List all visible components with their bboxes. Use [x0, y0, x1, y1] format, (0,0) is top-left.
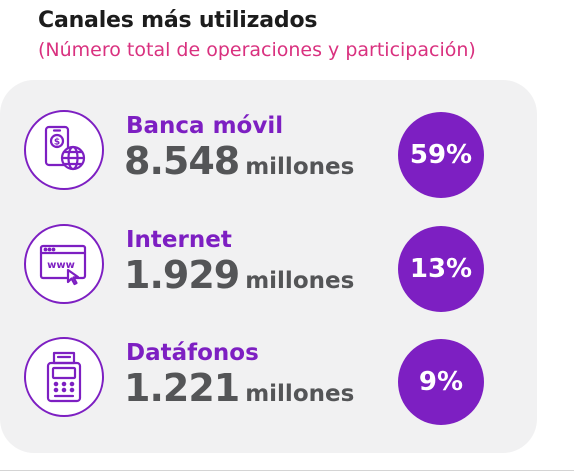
channel-value: 8.548 millones [124, 139, 354, 183]
operations-unit: millones [245, 268, 355, 294]
channels-card: $ Banca móvil 8.548 millones 59% [0, 80, 537, 453]
channel-row-banca-movil: $ Banca móvil 8.548 millones 59% [0, 95, 537, 205]
operations-count: 8.548 [124, 139, 240, 183]
channel-value: 1.929 millones [124, 253, 354, 297]
svg-text:www: www [47, 260, 75, 271]
channel-row-internet: www Internet 1.929 millones 13% [0, 209, 537, 319]
channel-label: Internet [126, 227, 232, 253]
channel-value: 1.221 millones [124, 366, 354, 410]
operations-unit: millones [245, 381, 355, 407]
chart-subtitle: (Número total de operaciones y participa… [38, 39, 476, 61]
share-badge: 13% [398, 226, 484, 312]
divider [0, 470, 574, 471]
share-badge: 9% [398, 339, 484, 425]
share-value: 13% [409, 254, 473, 284]
channel-row-datafonos: Datáfonos 1.221 millones 9% [0, 322, 537, 432]
payment-terminal-icon [24, 337, 104, 417]
chart-title: Canales más utilizados [38, 8, 318, 33]
share-value: 59% [409, 140, 473, 170]
browser-www-icon: www [24, 224, 104, 304]
channel-label: Banca móvil [126, 113, 284, 139]
channel-label: Datáfonos [126, 340, 259, 366]
operations-unit: millones [245, 154, 355, 180]
operations-count: 1.929 [124, 253, 240, 297]
operations-count: 1.221 [124, 366, 240, 410]
mobile-banking-icon: $ [24, 110, 104, 190]
share-value: 9% [418, 367, 464, 397]
share-badge: 59% [398, 112, 484, 198]
svg-text:$: $ [54, 138, 60, 148]
